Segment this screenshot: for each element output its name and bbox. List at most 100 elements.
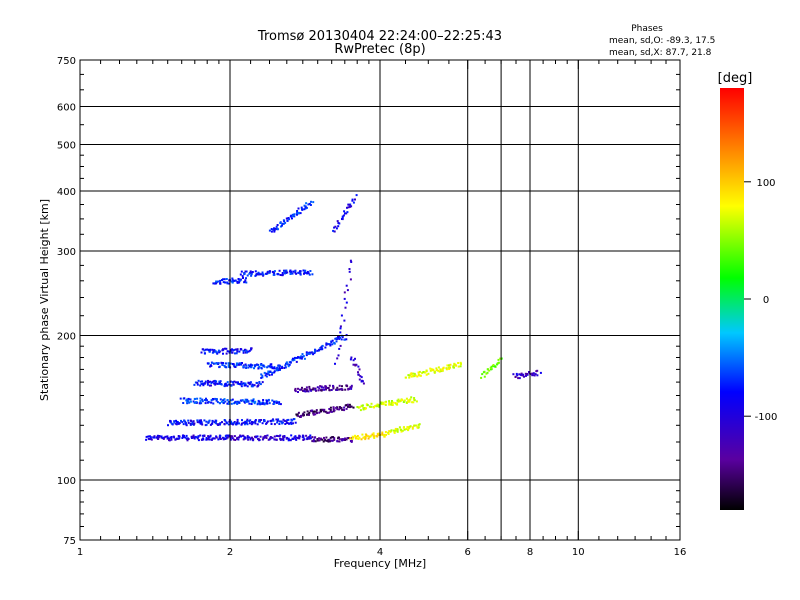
data-point bbox=[338, 406, 341, 409]
data-point bbox=[243, 384, 246, 387]
data-point bbox=[336, 408, 339, 411]
data-point bbox=[250, 274, 253, 277]
data-point bbox=[221, 363, 224, 366]
data-point bbox=[279, 222, 282, 224]
data-point bbox=[351, 438, 354, 440]
data-point bbox=[344, 439, 346, 441]
data-point bbox=[294, 387, 297, 390]
data-point bbox=[241, 422, 243, 425]
data-point bbox=[360, 380, 363, 383]
data-point bbox=[240, 435, 242, 438]
data-point bbox=[279, 438, 282, 441]
data-point bbox=[236, 350, 239, 353]
data-point bbox=[269, 370, 272, 373]
data-point bbox=[277, 418, 280, 421]
data-point bbox=[408, 376, 411, 379]
data-point bbox=[316, 439, 319, 442]
data-point bbox=[390, 429, 393, 432]
data-point bbox=[483, 370, 486, 373]
data-point bbox=[307, 390, 310, 393]
data-point bbox=[338, 440, 341, 443]
data-point bbox=[533, 374, 536, 377]
data-point bbox=[236, 422, 239, 425]
data-point bbox=[182, 423, 185, 426]
data-point bbox=[241, 419, 243, 422]
data-point bbox=[350, 356, 353, 359]
data-point bbox=[412, 372, 415, 375]
data-point bbox=[390, 402, 393, 404]
data-point bbox=[329, 440, 331, 443]
data-point bbox=[376, 405, 379, 408]
data-point bbox=[303, 388, 306, 391]
data-point bbox=[200, 383, 203, 385]
data-point bbox=[339, 336, 342, 339]
data-point bbox=[205, 397, 207, 400]
data-point bbox=[244, 382, 247, 385]
data-point bbox=[403, 428, 406, 431]
data-point bbox=[147, 435, 150, 438]
x-tick-label: 16 bbox=[674, 547, 687, 558]
data-point bbox=[193, 383, 196, 386]
data-point bbox=[408, 426, 410, 429]
data-point bbox=[153, 435, 156, 438]
data-point bbox=[488, 369, 491, 372]
data-point bbox=[405, 401, 408, 404]
data-point bbox=[270, 422, 273, 425]
data-point bbox=[183, 397, 186, 400]
data-point bbox=[334, 362, 336, 365]
data-point bbox=[276, 419, 279, 422]
data-point bbox=[250, 348, 253, 351]
data-point bbox=[189, 400, 192, 403]
data-point bbox=[387, 433, 390, 435]
data-point bbox=[325, 411, 328, 414]
data-point bbox=[252, 438, 255, 441]
data-point bbox=[287, 365, 290, 368]
data-point bbox=[494, 365, 496, 368]
data-point bbox=[156, 437, 159, 440]
data-point bbox=[269, 437, 272, 440]
data-point bbox=[222, 399, 225, 401]
data-point bbox=[281, 367, 283, 369]
data-point bbox=[361, 433, 364, 436]
data-point bbox=[227, 383, 230, 386]
data-point bbox=[236, 348, 239, 351]
data-point bbox=[347, 203, 350, 206]
data-point bbox=[421, 371, 424, 374]
data-point bbox=[238, 350, 241, 353]
data-point bbox=[218, 365, 221, 368]
data-point bbox=[341, 215, 344, 218]
data-point bbox=[249, 419, 252, 422]
data-point bbox=[382, 403, 385, 406]
data-point bbox=[297, 391, 299, 393]
data-point bbox=[246, 274, 249, 277]
data-point bbox=[212, 437, 215, 440]
data-point bbox=[344, 212, 346, 215]
data-point bbox=[243, 280, 246, 283]
data-point bbox=[231, 363, 234, 365]
data-point bbox=[225, 384, 228, 387]
data-point bbox=[214, 421, 217, 424]
data-point bbox=[299, 273, 302, 276]
data-point bbox=[278, 365, 281, 367]
data-point bbox=[213, 437, 216, 440]
data-point bbox=[219, 438, 222, 440]
data-point bbox=[340, 438, 343, 441]
data-point bbox=[263, 419, 266, 422]
data-point bbox=[276, 435, 279, 437]
data-point bbox=[396, 430, 399, 433]
data-point bbox=[302, 269, 305, 272]
data-point bbox=[217, 438, 220, 441]
data-point bbox=[229, 350, 232, 353]
data-point bbox=[281, 224, 283, 227]
data-point bbox=[206, 382, 209, 384]
data-point bbox=[268, 271, 271, 274]
data-point bbox=[197, 435, 200, 438]
data-point bbox=[244, 279, 247, 282]
data-point bbox=[364, 435, 367, 438]
data-point bbox=[389, 403, 392, 406]
data-point bbox=[448, 367, 451, 370]
data-point bbox=[152, 436, 155, 439]
data-point bbox=[228, 350, 231, 353]
data-point bbox=[206, 348, 209, 351]
data-point bbox=[354, 198, 356, 201]
